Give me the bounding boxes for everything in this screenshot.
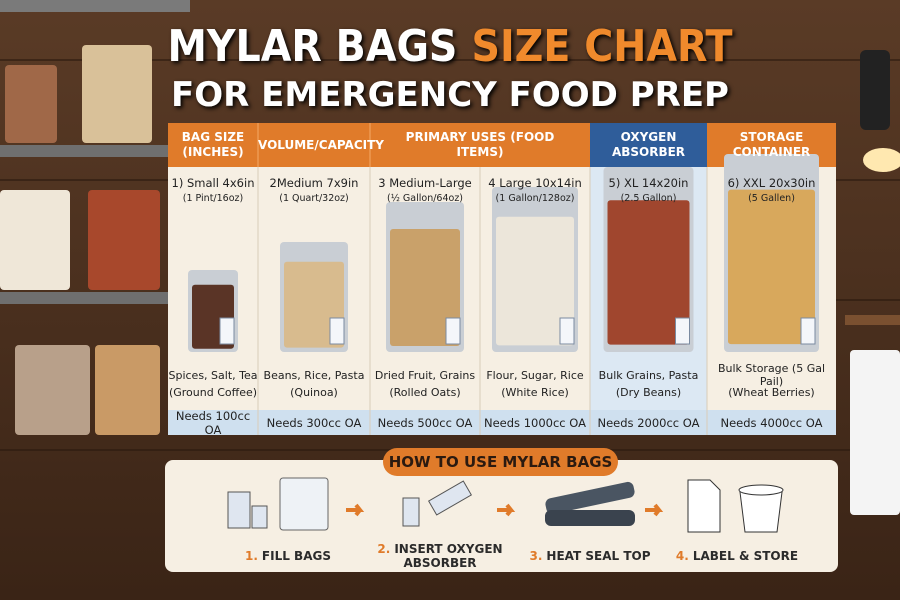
step-label: LABEL & STORE — [692, 549, 799, 563]
header-text: STORAGE CONTAINER — [732, 130, 811, 159]
bag-contents — [607, 200, 690, 345]
header-cell: OXYGEN ABSORBER — [590, 123, 707, 167]
oxygen-packet — [445, 317, 461, 345]
capacity: (½ Gallon/64oz) — [386, 192, 464, 204]
oxygen-packet — [219, 317, 235, 345]
step-text: 1. FILL BAGS — [245, 549, 331, 563]
shelf — [0, 0, 190, 435]
header-cell: PRIMARY USES (FOOD ITEMS) — [370, 123, 590, 167]
step-label: INSERT OXYGEN ABSORBER — [394, 542, 503, 570]
oxygen-packet — [559, 317, 575, 345]
oxygen-packet — [329, 317, 345, 345]
title-main: MYLAR BAGS — [167, 20, 458, 72]
capacity: (1 Quart/32oz) — [279, 192, 349, 204]
step-text: 3. HEAT SEAL TOP — [529, 549, 650, 563]
example: (Dry Beans) — [615, 385, 682, 399]
header-text: OXYGEN ABSORBER — [611, 130, 686, 159]
capacity: (1 Pint/16oz) — [182, 192, 244, 204]
example: (Rolled Oats) — [389, 385, 461, 399]
bag-contents — [728, 189, 815, 345]
uses: Beans, Rice, Pasta — [263, 368, 365, 382]
step-text: 2. INSERT OXYGEN ABSORBER — [375, 542, 505, 570]
oxygen-packet — [675, 317, 690, 345]
step-label: HEAT SEAL TOP — [546, 549, 651, 563]
step-number: 1. — [245, 549, 258, 563]
uses: Flour, Sugar, Rice — [486, 368, 584, 382]
step: 4. LABEL & STORE — [672, 540, 802, 572]
bag-size: 5) XL 14x20in — [608, 176, 689, 190]
how-to-panel — [165, 448, 838, 572]
icon-sealer — [545, 481, 635, 526]
example: (Ground Coffee) — [168, 385, 258, 399]
title: MYLAR BAGS SIZE CHART — [0, 18, 900, 74]
capacity: (2.5 Gallon) — [620, 192, 677, 204]
title-accent: SIZE CHART — [471, 20, 733, 72]
header-cell: STORAGE CONTAINER — [707, 123, 836, 167]
bag-size: 4 Large 10x14in — [488, 176, 582, 190]
absorber: Needs 300cc OA — [266, 416, 362, 430]
bag-size: 2Medium 7x9in — [269, 176, 359, 190]
uses: Bulk Storage (5 Gal Pail) — [717, 362, 826, 388]
header-text: BAG SIZE (INCHES) — [181, 130, 245, 159]
header-cell: BAG SIZE (INCHES) — [168, 123, 258, 167]
example: (White Rice) — [501, 385, 569, 399]
header-text: VOLUME/CAPACITY — [258, 137, 384, 152]
absorber: Needs 100cc OA — [175, 409, 251, 437]
header-cell: VOLUME/CAPACITY — [258, 123, 384, 167]
bag-contents — [284, 261, 344, 348]
step-label: FILL BAGS — [261, 549, 331, 563]
how-to-title: HOW TO USE MYLAR BAGS — [388, 453, 613, 471]
step-text: 4. LABEL & STORE — [676, 549, 798, 563]
subtitle: FOR EMERGENCY FOOD PREP — [171, 75, 729, 115]
bags — [188, 154, 819, 352]
example: (Quinoa) — [290, 385, 338, 399]
uses: Bulk Grains, Pasta — [598, 368, 699, 382]
absorber: Needs 500cc OA — [377, 416, 473, 430]
step: 1. FILL BAGS — [223, 540, 353, 572]
absorber: Needs 4000cc OA — [720, 416, 823, 430]
step: 3. HEAT SEAL TOP — [525, 540, 655, 572]
step: 2. INSERT OXYGEN ABSORBER — [375, 540, 505, 572]
example: (Wheat Berries) — [728, 385, 815, 399]
bag-size: 1) Small 4x6in — [171, 176, 255, 190]
step-number: 2. — [377, 542, 391, 556]
icon-label — [687, 479, 784, 533]
bag-contents — [390, 229, 460, 346]
absorber: Needs 1000cc OA — [484, 416, 586, 430]
right-decor — [845, 50, 900, 515]
uses: Spices, Salt, Tea — [168, 368, 258, 382]
bag-contents — [496, 216, 574, 346]
bag-size: 3 Medium-Large — [378, 176, 472, 190]
uses: Dried Fruit, Grains — [374, 368, 476, 382]
header-text: PRIMARY USES (FOOD ITEMS) — [405, 130, 555, 159]
capacity: (1 Gallon/128oz) — [495, 192, 575, 204]
step-number: 4. — [675, 549, 689, 563]
icon-absorber — [402, 480, 473, 527]
bag-size: 6) XXL 20x30in — [727, 176, 816, 190]
capacity: (5 Gallen) — [748, 192, 795, 204]
icon-fill — [227, 477, 329, 531]
absorber: Needs 2000cc OA — [597, 416, 700, 430]
step-number: 3. — [529, 549, 543, 563]
oxygen-packet — [800, 317, 816, 345]
